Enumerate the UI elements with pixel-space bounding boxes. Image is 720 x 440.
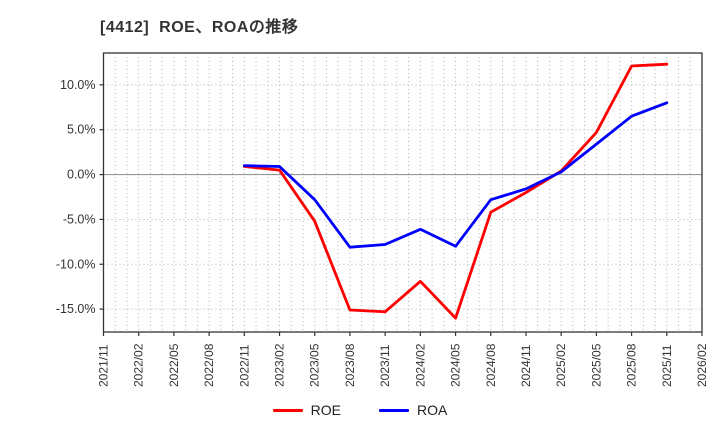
x-tick-label: 2023/11 (378, 344, 392, 387)
legend-item-roe: ROE (272, 402, 341, 418)
chart-title: [4412] ROE、ROAの推移 (100, 19, 299, 36)
x-tick-label: 2024/02 (413, 343, 427, 387)
roe-legend-label: ROE (310, 402, 341, 418)
x-tick-label: 2022/02 (132, 343, 146, 387)
x-tick-label: 2021/11 (97, 344, 111, 387)
x-tick-label: 2023/02 (273, 343, 287, 387)
y-tick-label: -5.0% (63, 212, 96, 226)
y-tick-label: 5.0% (67, 123, 96, 137)
roa-legend-label: ROA (417, 402, 448, 418)
roa-line-swatch (379, 408, 409, 412)
chart-legend: ROE ROA (0, 402, 720, 418)
y-tick-label: -15.0% (56, 302, 96, 316)
y-tick-label: -10.0% (56, 257, 96, 271)
y-tick-label: 10.0% (60, 78, 95, 92)
x-tick-label: 2025/02 (554, 343, 568, 387)
x-tick-label: 2024/05 (449, 343, 463, 387)
x-tick-label: 2025/11 (660, 344, 674, 387)
plot-border (102, 52, 703, 333)
x-tick-label: 2025/08 (625, 343, 639, 387)
x-tick-label: 2022/08 (202, 343, 216, 387)
legend-item-roa: ROA (379, 402, 447, 418)
x-tick-label: 2024/08 (484, 343, 498, 387)
x-tick-label: 2022/11 (237, 344, 251, 387)
roe-line (242, 62, 669, 320)
roe-line-swatch (272, 408, 303, 412)
x-tick-label: 2025/05 (589, 343, 603, 387)
x-tick-label: 2026/02 (695, 343, 709, 387)
x-tick-label: 2024/11 (519, 344, 533, 387)
roa-line (242, 101, 669, 249)
x-tick-label: 2023/08 (343, 343, 357, 387)
x-tick-label: 2022/05 (167, 343, 181, 387)
x-tick-label: 2023/05 (308, 343, 322, 387)
y-tick-label: 0.0% (67, 168, 96, 182)
